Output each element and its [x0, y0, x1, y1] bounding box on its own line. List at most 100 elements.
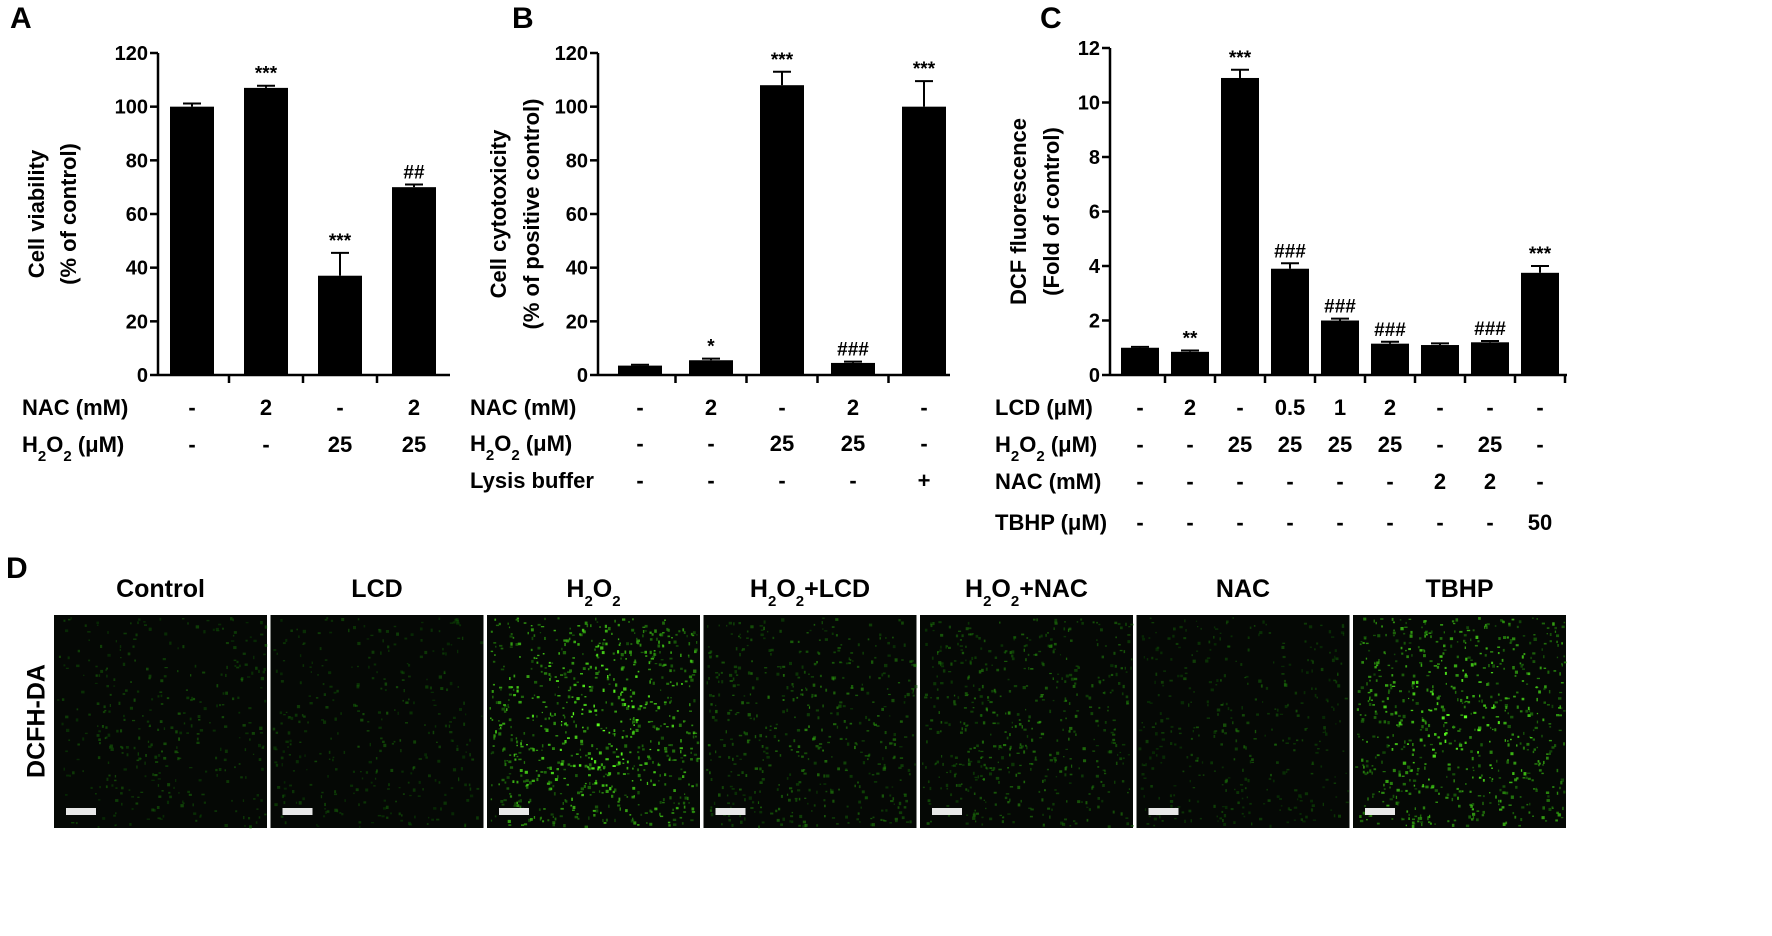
cell-dot: [272, 727, 276, 731]
cell-dot: [1418, 790, 1421, 794]
cell-dot: [1240, 663, 1243, 666]
cell-dot: [121, 802, 123, 806]
treatment-cell: 25: [1328, 432, 1352, 457]
cell-dot: [1410, 630, 1413, 634]
cell-dot: [1097, 766, 1100, 768]
cell-dot: [690, 758, 693, 761]
cell-dot: [334, 793, 338, 796]
cell-dot: [564, 740, 567, 744]
cell-dot: [1090, 712, 1094, 716]
cell-dot: [1198, 774, 1201, 776]
cell-dot: [104, 737, 107, 740]
cell-dot: [178, 792, 180, 794]
cell-dot: [555, 735, 559, 737]
cell-dot: [1504, 709, 1506, 712]
cell-dot: [294, 713, 298, 717]
cell-dot: [581, 708, 584, 711]
cell-dot: [1068, 782, 1072, 784]
treatment-cell: 25: [402, 432, 426, 457]
cell-dot: [127, 652, 131, 656]
cell-dot: [1503, 667, 1505, 670]
cell-dot: [359, 825, 361, 829]
cell-dot: [1110, 731, 1114, 734]
cell-dot: [1063, 635, 1067, 638]
cell-dot: [621, 736, 624, 739]
cell-dot: [1011, 650, 1015, 654]
cell-dot: [1030, 767, 1032, 771]
cell-dot: [105, 668, 107, 672]
cell-dot: [1300, 796, 1302, 799]
cell-dot: [326, 617, 329, 619]
cell-dot: [964, 685, 968, 688]
y-tick-label: 0: [577, 365, 588, 387]
cell-dot: [1515, 644, 1519, 647]
cell-dot: [1362, 811, 1365, 815]
treatment-cell: -: [1286, 510, 1293, 535]
cell-dot: [1009, 733, 1011, 737]
cell-dot: [557, 617, 560, 620]
cell-dot: [1206, 717, 1210, 719]
cell-dot: [84, 732, 88, 735]
cell-dot: [1421, 822, 1423, 827]
cell-dot: [861, 740, 865, 742]
cell-dot: [631, 629, 634, 632]
cell-dot: [1127, 640, 1131, 644]
cell-dot: [1011, 657, 1015, 661]
cell-dot: [691, 811, 696, 813]
cell-dot: [676, 807, 679, 810]
cell-dot: [1013, 636, 1017, 639]
cell-dot: [991, 689, 994, 693]
cell-dot: [682, 628, 685, 632]
cell-dot: [879, 633, 882, 637]
cell-dot: [1362, 642, 1365, 644]
cell-dot: [974, 776, 978, 779]
cell-dot: [953, 660, 957, 662]
cell-dot: [1044, 775, 1048, 778]
cell-dot: [624, 703, 627, 706]
cell-dot: [1407, 765, 1411, 769]
cell-dot: [892, 645, 896, 649]
cell-dot: [1446, 775, 1448, 778]
cell-dot: [325, 706, 329, 709]
cell-dot: [1502, 620, 1505, 624]
cell-dot: [651, 633, 654, 636]
cell-dot: [248, 707, 252, 710]
cell-dot: [455, 618, 459, 621]
cell-dot: [1287, 703, 1289, 707]
cell-dot: [1365, 642, 1369, 645]
cell-dot: [1520, 664, 1523, 668]
cell-dot: [1102, 692, 1106, 694]
cell-dot: [604, 629, 608, 633]
cell-dot: [134, 659, 136, 662]
cell-dot: [1474, 662, 1477, 666]
cell-dot: [114, 824, 116, 827]
cell-dot: [96, 702, 100, 705]
cell-dot: [1109, 750, 1113, 754]
cell-dot: [811, 810, 813, 812]
cell-dot: [544, 617, 546, 621]
cell-dot: [600, 727, 603, 730]
cell-dot: [178, 737, 180, 741]
cell-dot: [631, 700, 633, 702]
cell-dot: [1110, 673, 1114, 676]
cell-dot: [58, 655, 61, 658]
cell-dot: [669, 657, 673, 660]
cell-dot: [146, 667, 149, 671]
cell-dot: [1021, 745, 1024, 748]
cell-dot: [680, 653, 682, 657]
cell-dot: [1510, 752, 1514, 756]
cell-dot: [1180, 701, 1185, 705]
cell-dot: [589, 794, 592, 796]
cell-dot: [1054, 620, 1058, 623]
cell-dot: [648, 668, 651, 671]
cell-dot: [843, 761, 847, 765]
cell-dot: [106, 674, 108, 678]
cell-dot: [251, 671, 254, 675]
cell-dot: [1086, 818, 1089, 822]
cell-dot: [150, 743, 153, 747]
cell-dot: [1555, 819, 1558, 822]
cell-dot: [1054, 789, 1057, 791]
cell-dot: [647, 721, 651, 723]
cell-dot: [953, 703, 957, 706]
cell-dot: [121, 786, 124, 790]
